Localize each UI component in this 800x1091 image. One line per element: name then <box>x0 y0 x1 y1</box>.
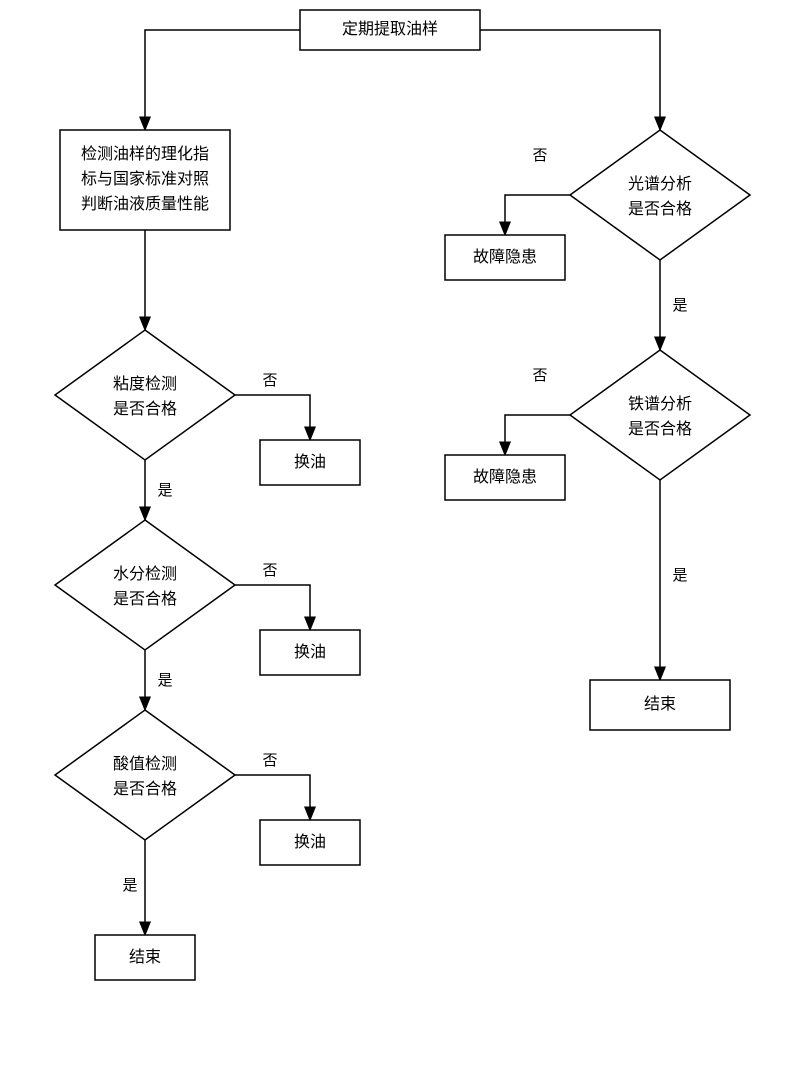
edge-acid-oil3 <box>235 775 310 820</box>
edge-start-spectral <box>480 30 660 130</box>
node-water <box>55 520 235 650</box>
node-spectral-line1: 光谱分析 <box>628 175 692 193</box>
node-physchem-line1: 检测油样的理化指 <box>81 145 209 163</box>
node-fault1-label: 故障隐患 <box>473 248 537 266</box>
edge-water-yes-label: 是 <box>157 672 172 689</box>
node-start-label: 定期提取油样 <box>342 20 438 38</box>
node-physchem-line3: 判断油液质量性能 <box>81 195 209 213</box>
flowchart-diagram: 定期提取油样 检测油样的理化指 标与国家标准对照 判断油液质量性能 粘度检测 是… <box>0 0 800 1091</box>
node-viscosity-line1: 粘度检测 <box>113 375 177 393</box>
edge-ferro-yes-label: 是 <box>672 567 687 584</box>
edge-spectral-yes-label: 是 <box>672 297 687 314</box>
node-fault2-label: 故障隐患 <box>473 468 537 486</box>
edge-viscosity-yes-label: 是 <box>157 482 172 499</box>
node-oil3-label: 换油 <box>294 833 326 851</box>
node-ferro-line1: 铁谱分析 <box>628 395 692 413</box>
node-water-line2: 是否合格 <box>113 590 177 608</box>
node-acid-line1: 酸值检测 <box>113 755 177 773</box>
node-end-left-label: 结束 <box>129 948 161 966</box>
node-end-right-label: 结束 <box>644 695 676 713</box>
node-ferro <box>570 350 750 480</box>
edge-viscosity-no-label: 否 <box>262 372 277 389</box>
node-water-line1: 水分检测 <box>113 565 177 583</box>
node-acid <box>55 710 235 840</box>
node-physchem-line2: 标与国家标准对照 <box>81 170 209 188</box>
node-oil1-label: 换油 <box>294 453 326 471</box>
node-spectral <box>570 130 750 260</box>
node-spectral-line2: 是否合格 <box>628 200 692 218</box>
edge-acid-yes-label: 是 <box>122 877 137 894</box>
edge-spectral-no-label: 否 <box>532 147 547 164</box>
edge-viscosity-oil1 <box>235 395 310 440</box>
edge-ferro-fault2 <box>505 415 570 455</box>
edge-water-oil2 <box>235 585 310 630</box>
edge-spectral-fault1 <box>505 195 570 235</box>
node-oil2-label: 换油 <box>294 643 326 661</box>
edge-water-no-label: 否 <box>262 562 277 579</box>
node-acid-line2: 是否合格 <box>113 780 177 798</box>
node-ferro-line2: 是否合格 <box>628 420 692 438</box>
edge-ferro-no-label: 否 <box>532 367 547 384</box>
node-viscosity-line2: 是否合格 <box>113 400 177 418</box>
edge-start-physchem <box>145 30 300 130</box>
edge-acid-no-label: 否 <box>262 752 277 769</box>
node-viscosity <box>55 330 235 460</box>
